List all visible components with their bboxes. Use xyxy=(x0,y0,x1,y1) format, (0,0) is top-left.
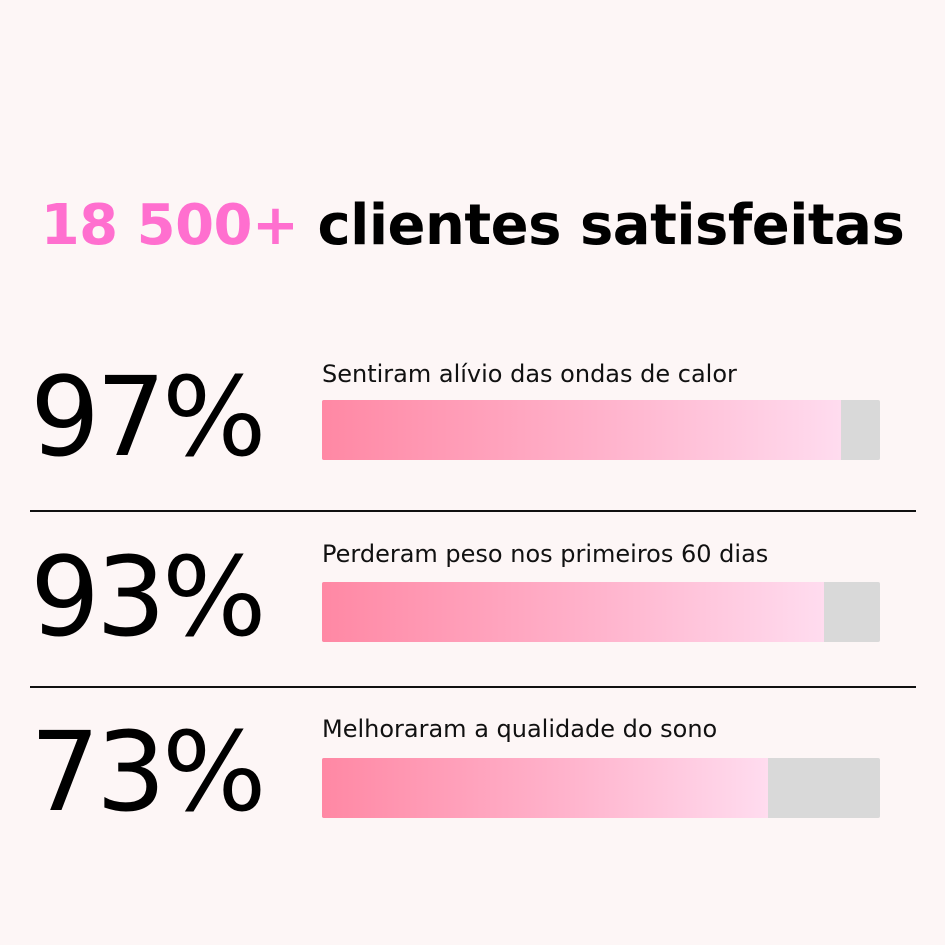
headline: 18 500+ clientes satisfeitas xyxy=(0,186,945,266)
divider xyxy=(30,686,916,688)
progress-track xyxy=(322,400,880,460)
progress-fill xyxy=(322,582,825,642)
stat-label: Melhoraram a qualidade do sono xyxy=(322,715,718,743)
stat-percent: 97% xyxy=(30,353,266,481)
stat-hot-flashes: 97% Sentiram alívio das ondas de calor xyxy=(0,357,945,477)
headline-text: clientes satisfeitas xyxy=(317,193,905,258)
stat-percent: 73% xyxy=(30,708,266,836)
divider xyxy=(30,510,916,512)
progress-fill xyxy=(322,400,841,460)
progress-fill xyxy=(322,758,769,818)
customer-count: 18 500+ xyxy=(40,193,299,258)
stat-weight-loss: 93% Perderam peso nos primeiros 60 dias xyxy=(0,537,945,657)
stat-percent: 93% xyxy=(30,533,266,661)
progress-track xyxy=(322,758,880,818)
stat-label: Sentiram alívio das ondas de calor xyxy=(322,360,737,388)
stat-sleep-quality: 73% Melhoraram a qualidade do sono xyxy=(0,712,945,832)
progress-track xyxy=(322,582,880,642)
stat-label: Perderam peso nos primeiros 60 dias xyxy=(322,540,769,568)
